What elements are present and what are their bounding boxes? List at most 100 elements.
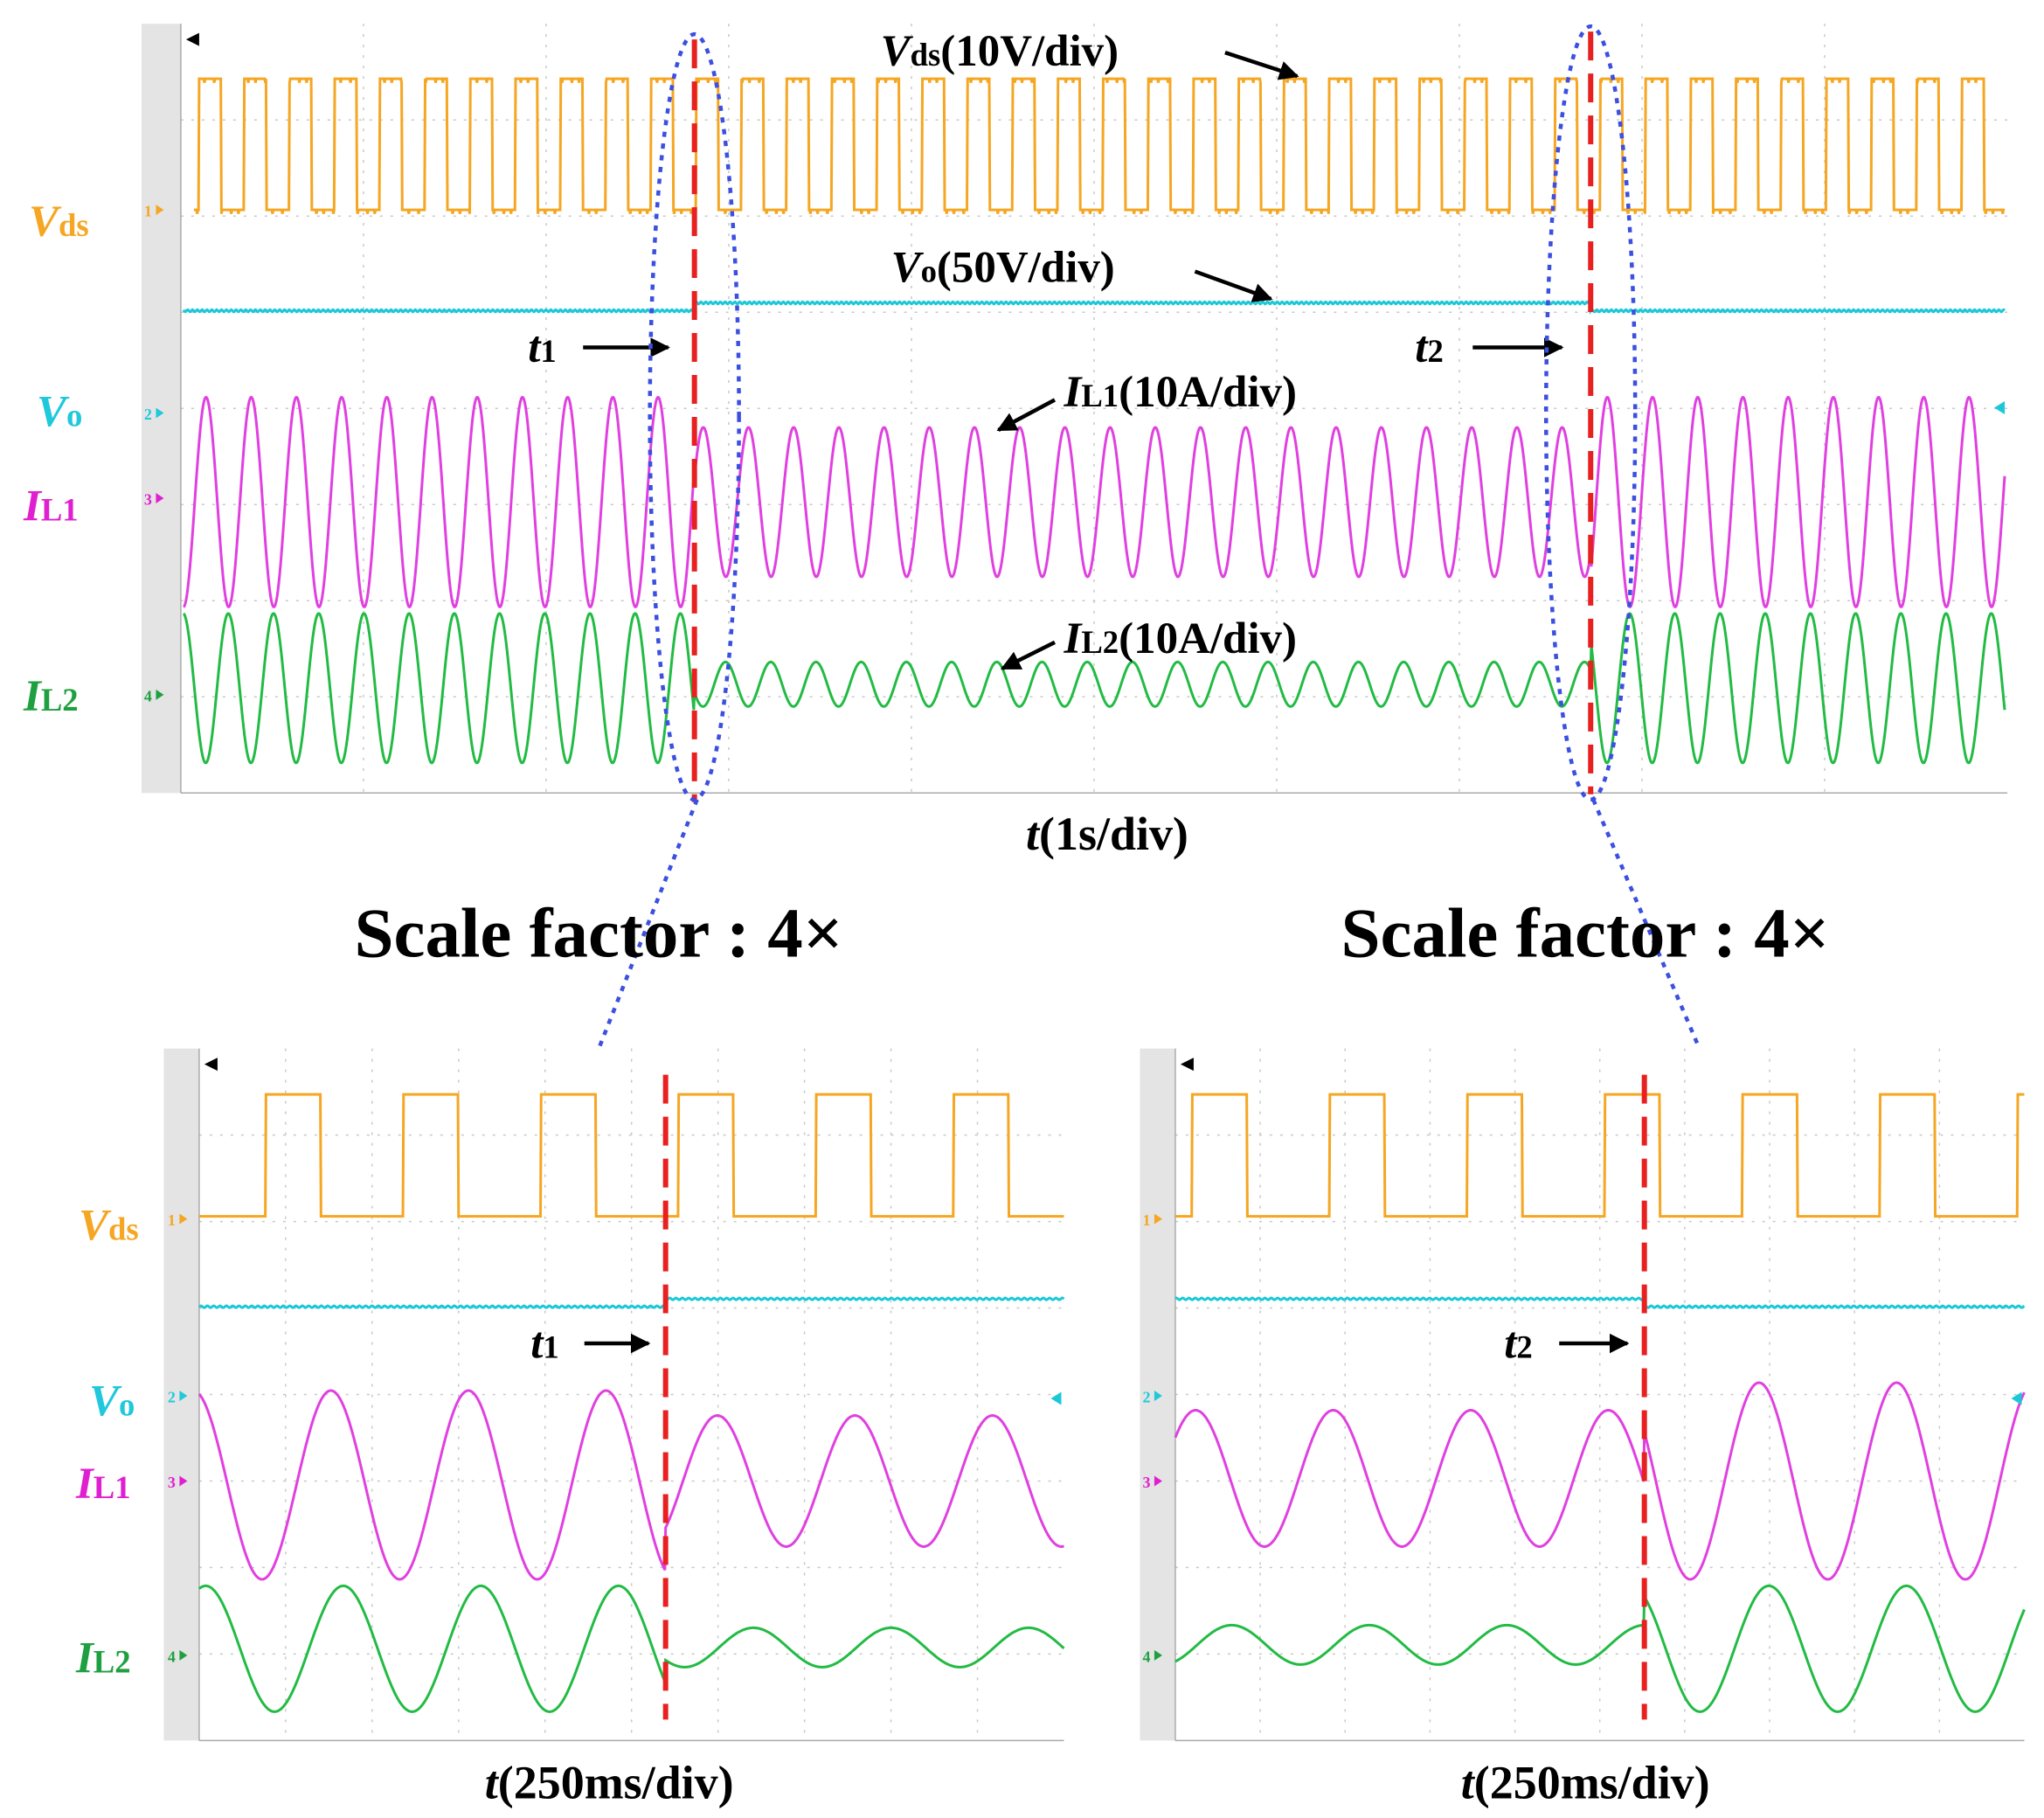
label-symbol: V [79, 1202, 112, 1251]
arrow [1000, 640, 1056, 670]
channel-marker [179, 1391, 188, 1402]
ground-marker [1994, 400, 2006, 414]
label-text: (250ms/div) [498, 1756, 734, 1808]
waveform [183, 396, 2006, 609]
waveform [197, 1296, 1065, 1310]
waveform [182, 612, 2006, 765]
waveform [1174, 1381, 2026, 1581]
channel-marker [179, 1213, 188, 1225]
channel-number: 1 [168, 1211, 176, 1229]
label-symbol: t [528, 323, 542, 372]
waveform [193, 77, 2006, 214]
channel-marker [156, 205, 164, 216]
label-symbol: V [89, 1377, 122, 1426]
label-text: (10V/div) [940, 27, 1119, 76]
trigger-marker [1180, 1058, 1194, 1072]
label-subscript: L1 [41, 491, 79, 527]
trigger-marker [204, 1058, 218, 1072]
channel-number: 2 [1142, 1389, 1150, 1406]
waveform [1174, 1093, 2025, 1218]
channel-number: 4 [1142, 1648, 1150, 1665]
channel-marker [1154, 1213, 1162, 1225]
annotation: Vo(50V/div) [891, 244, 1115, 293]
label-symbol: t [1415, 323, 1429, 372]
zoom-connector [597, 798, 699, 1050]
channel-number: 4 [168, 1648, 176, 1665]
arrow [1194, 269, 1273, 302]
label-subscript: ds [59, 207, 89, 243]
event-label: t2 [1504, 1320, 1533, 1369]
label-text: (250ms/div) [1474, 1756, 1710, 1808]
channel-number: 3 [168, 1474, 176, 1491]
label-text: (1s/div) [1039, 808, 1188, 860]
label-text: (10A/div) [1119, 368, 1297, 417]
ground-marker [2011, 1391, 2022, 1405]
axis-label: t(1s/div) [1026, 808, 1188, 860]
waveform [198, 1093, 1064, 1218]
waveform [197, 1584, 1065, 1713]
zoom-label: Scale factor : 4× [355, 894, 843, 973]
label-symbol: V [29, 198, 62, 246]
event-label: t2 [1415, 323, 1444, 372]
channel-marker [179, 1649, 188, 1661]
label-symbol: I [75, 1460, 95, 1509]
channel-number: 2 [144, 406, 152, 423]
zoom-region [648, 31, 741, 802]
label-subscript: o [119, 1387, 135, 1423]
label-subscript: L2 [94, 1643, 131, 1679]
channel-label: IL2 [23, 672, 79, 721]
label-symbol: I [23, 482, 43, 531]
channel-marker [1154, 1649, 1162, 1661]
channel-number: 3 [1142, 1474, 1150, 1491]
waveform [182, 300, 2006, 316]
label-symbol: I [1063, 368, 1083, 417]
label-symbol: V [891, 244, 925, 293]
label-subscript: ds [911, 37, 941, 73]
waveform [1174, 1584, 2026, 1713]
event-label: t1 [528, 323, 557, 372]
channel-marker [179, 1475, 188, 1487]
label-subscript: 1 [543, 1329, 558, 1365]
channel-number: 4 [144, 687, 152, 704]
annotation: IL1(10A/div) [1063, 368, 1297, 417]
axis-label: t(250ms/div) [485, 1756, 734, 1808]
label-text: (50V/div) [937, 244, 1115, 293]
label-symbol: t [530, 1320, 544, 1369]
channel-number: 3 [144, 490, 152, 508]
channel-number: 1 [144, 203, 152, 220]
channel-marker [156, 492, 164, 503]
label-subscript: ds [108, 1211, 139, 1247]
label-subscript: o [921, 253, 937, 289]
channel-number: 2 [168, 1389, 176, 1406]
channel-marker [1154, 1391, 1162, 1402]
label-text: (10A/div) [1119, 614, 1297, 663]
label-symbol: I [23, 672, 43, 721]
probe-strip [141, 24, 181, 794]
label-subscript: 2 [1427, 333, 1443, 369]
label-symbol: V [37, 387, 70, 436]
label-subscript: o [66, 397, 82, 433]
channel-marker [156, 689, 164, 700]
label-symbol: t [1461, 1756, 1476, 1808]
channel-label: Vo [89, 1377, 135, 1426]
event-label: t1 [530, 1320, 559, 1369]
trigger-marker [185, 32, 199, 46]
ground-marker [1050, 1391, 1062, 1405]
arrow [996, 398, 1057, 432]
label-symbol: t [1026, 808, 1041, 860]
annotation: Vds(10V/div) [881, 27, 1119, 76]
channel-label: IL2 [75, 1634, 131, 1683]
label-subscript: L1 [1081, 378, 1119, 413]
annotation: IL2(10A/div) [1063, 614, 1297, 663]
label-subscript: 2 [1516, 1329, 1532, 1365]
channel-label: Vo [37, 387, 82, 436]
zoom-region [1543, 24, 1638, 802]
label-symbol: t [485, 1756, 500, 1808]
label-subscript: L1 [94, 1469, 131, 1505]
label-subscript: L2 [1081, 624, 1119, 660]
axis-label: t(250ms/div) [1461, 1756, 1710, 1808]
label-symbol: t [1504, 1320, 1518, 1369]
zoom-connector [1591, 798, 1701, 1050]
channel-label: Vds [29, 198, 89, 246]
